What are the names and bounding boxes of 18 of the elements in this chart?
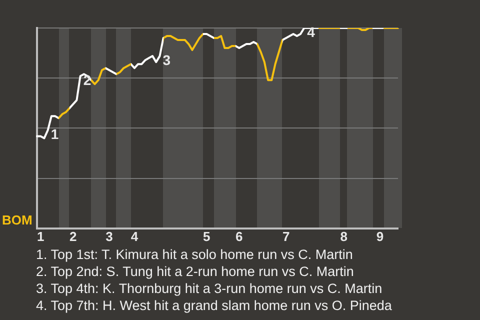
annotation: 4 bbox=[307, 24, 316, 40]
text: 2. Top 2nd: S. Tung hit a 2-run home run vs C. Martin bbox=[36, 263, 355, 280]
annotation: 2 bbox=[83, 72, 92, 88]
x-tick-label: 9 bbox=[376, 228, 384, 244]
y-axis-title: BOM bbox=[2, 212, 32, 228]
x-tick-label: 8 bbox=[340, 228, 348, 244]
x-tick-label: 7 bbox=[282, 228, 290, 244]
annotation: 3 bbox=[162, 52, 171, 68]
annotation: 1 bbox=[50, 126, 59, 142]
x-tick-label: 2 bbox=[69, 228, 77, 244]
text: 3. Top 4th: K. Thornburg hit a 3-run home run vs C. Martin bbox=[36, 280, 384, 297]
x-tick-label: 6 bbox=[236, 228, 243, 244]
x-tick-label: 3 bbox=[106, 228, 113, 244]
x-tick-label: 4 bbox=[130, 228, 139, 244]
text: 4. Top 7th: H. West hit a grand slam home run vs O. Pineda bbox=[36, 297, 393, 314]
x-tick-label: 5 bbox=[203, 228, 210, 244]
text: 1. Top 1st: T. Kimura hit a solo home run vs C. Martin bbox=[36, 246, 354, 263]
x-tick-label: 1 bbox=[36, 228, 44, 244]
